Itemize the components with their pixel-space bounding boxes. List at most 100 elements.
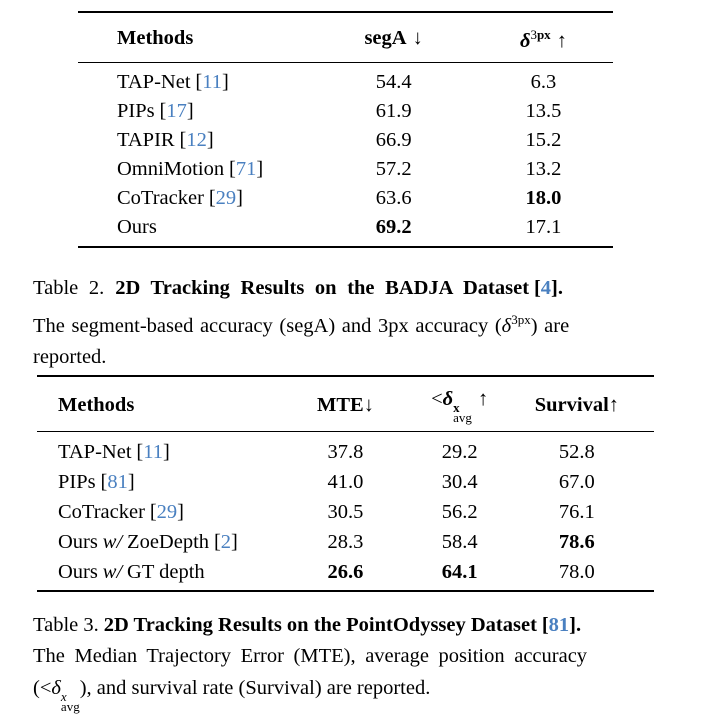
method-cell: PIPs [81] <box>37 467 271 497</box>
value-cell: 63.6 <box>375 186 412 209</box>
value-cell: 78.0 <box>558 561 595 583</box>
table-row: TAP-Net [11] 37.8 29.2 52.8 <box>37 432 654 468</box>
citation-bracket: ] <box>551 276 558 299</box>
value-cell-best: 18.0 <box>525 186 562 209</box>
citation-link[interactable]: 12 <box>186 128 207 151</box>
value-cell: 13.5 <box>525 99 562 122</box>
citation-bracket: ] <box>236 186 243 209</box>
citation-bracket: ] <box>206 128 214 151</box>
value-cell: 13.2 <box>525 157 562 180</box>
header-row: Methods segA ↓ δ3px ↑ <box>78 12 613 63</box>
citation-link[interactable]: 29 <box>215 186 237 209</box>
citation-bracket: [ <box>179 128 187 151</box>
method-name: ZoeDepth <box>127 531 210 553</box>
value-cell-best: 69.2 <box>375 215 412 238</box>
table2-caption: Table 2. 2D Tracking Results on the BADJA… <box>33 273 673 374</box>
citation-link[interactable]: 29 <box>156 501 178 523</box>
table-row: Ours 69.2 17.1 <box>78 213 613 247</box>
less-than-symbol: < <box>431 388 443 410</box>
value-cell: 30.4 <box>441 471 478 493</box>
citation-bracket: ] <box>127 471 135 493</box>
method-name: CoTracker <box>117 186 204 209</box>
value-cell: 28.3 <box>327 531 364 553</box>
table3-caption: Table 3. 2D Tracking Results on the Point… <box>33 610 678 714</box>
caption-line: The Median Trajectory Error (MTE), avera… <box>33 645 588 667</box>
citation-bracket: [ <box>149 501 157 523</box>
col-header-sega: segA ↓ <box>313 12 474 63</box>
up-arrow-icon: ↑ <box>477 388 489 410</box>
value-cell: 17.1 <box>525 215 562 238</box>
value-cell: 29.2 <box>441 441 478 463</box>
caption-line: Table 2. 2D Tracking Results on the BADJA… <box>33 273 673 305</box>
value-cell: 76.1 <box>558 501 595 523</box>
method-cell: Ours w/ZoeDepth [2] <box>37 527 271 557</box>
citation-bracket: ] <box>222 70 229 93</box>
method-cell: TAP-Net [11] <box>78 62 313 97</box>
citation-bracket: ] <box>569 613 576 636</box>
table-row: TAPIR [12] 66.9 15.2 <box>78 126 613 155</box>
table-row: OmniMotion [71] 57.2 13.2 <box>78 155 613 184</box>
up-arrow-icon: ↑ <box>556 29 567 52</box>
method-name: TAP-Net <box>117 70 191 93</box>
method-name: GT depth <box>127 561 205 583</box>
citation-link[interactable]: 4 <box>540 276 552 299</box>
method-cell: TAPIR [12] <box>78 126 313 155</box>
method-cell: CoTracker [29] <box>37 497 271 527</box>
table-row: PIPs [17] 61.9 13.5 <box>78 97 613 126</box>
citation-link[interactable]: 81 <box>548 613 570 636</box>
less-than-symbol: < <box>39 676 52 699</box>
method-name: TAP-Net <box>58 441 132 463</box>
citation-bracket: [ <box>213 531 221 553</box>
caption-line: The segment-based accuracy (segA) and 3p… <box>33 312 570 337</box>
pointodyssey-results-table-block: Methods MTE↓ <δ x avg ↑ Survival↑ TAP-Net [1… <box>37 375 654 592</box>
caption-title: 2D Tracking Results on the PointOdyssey … <box>103 613 582 636</box>
badja-results-table: Methods segA ↓ δ3px ↑ TAP-Net [11] 54.4 6.3… <box>78 11 613 248</box>
citation-bracket: [ <box>159 99 167 122</box>
citation-link[interactable]: 2 <box>220 531 232 553</box>
value-cell: 61.9 <box>375 99 412 122</box>
citation-link[interactable]: 71 <box>235 157 257 180</box>
citation-bracket: ] <box>163 441 170 463</box>
value-cell: 15.2 <box>525 128 562 151</box>
pointodyssey-results-table: Methods MTE↓ <δ x avg ↑ Survival↑ TAP-Net [1… <box>37 375 654 592</box>
method-name: CoTracker <box>58 501 145 523</box>
col-header-methods: Methods <box>78 12 314 63</box>
citation-bracket: [ <box>195 70 203 93</box>
down-arrow-icon: ↓ <box>363 393 374 416</box>
citation-bracket: ] <box>186 99 194 122</box>
method-cell: TAP-Net [11] <box>37 432 271 468</box>
badja-results-table-block: Methods segA ↓ δ3px ↑ TAP-Net [11] 54.4 6.3… <box>78 11 613 248</box>
method-name: OmniMotion <box>117 157 225 180</box>
citation-link[interactable]: 11 <box>143 441 163 463</box>
table-row: Ours w/GT depth 26.6 64.1 78.0 <box>37 557 654 591</box>
citation-bracket: [ <box>208 186 216 209</box>
citation-link[interactable]: 11 <box>202 70 222 93</box>
table-row: CoTracker [29] 63.6 18.0 <box>78 184 613 213</box>
caption-label: Table 2. <box>33 276 105 299</box>
method-name: Ours <box>58 531 98 553</box>
citation-link[interactable]: 17 <box>166 99 187 122</box>
method-cell: PIPs [17] <box>78 97 313 126</box>
value-cell-best: 26.6 <box>327 561 364 583</box>
citation-bracket: [ <box>136 441 144 463</box>
table-row: PIPs [81] 41.0 30.4 67.0 <box>37 467 654 497</box>
method-name: Ours <box>117 215 157 238</box>
citation-link[interactable]: 81 <box>107 471 128 493</box>
value-cell-best: 64.1 <box>441 561 478 583</box>
up-arrow-icon: ↑ <box>608 393 620 416</box>
citation-bracket: ] <box>177 501 184 523</box>
caption-line: (<δ x avg), and survival rate (Survival) a… <box>33 676 431 714</box>
method-name: PIPs <box>117 99 155 122</box>
caption-label: Table 3. <box>33 613 99 636</box>
col-header-methods: Methods <box>37 376 272 432</box>
value-cell: 30.5 <box>327 501 364 523</box>
citation-bracket: [ <box>100 471 108 493</box>
col-header-delta-avg: <δ x avg ↑ <box>419 376 500 432</box>
method-cell: Ours <box>78 213 313 247</box>
delta-symbol: δ <box>501 314 512 337</box>
method-name-italic: w/ <box>102 561 123 583</box>
method-name: Ours <box>58 561 98 583</box>
value-cell: 57.2 <box>375 157 412 180</box>
delta-symbol: δ <box>519 29 531 52</box>
method-cell: CoTracker [29] <box>78 184 313 213</box>
